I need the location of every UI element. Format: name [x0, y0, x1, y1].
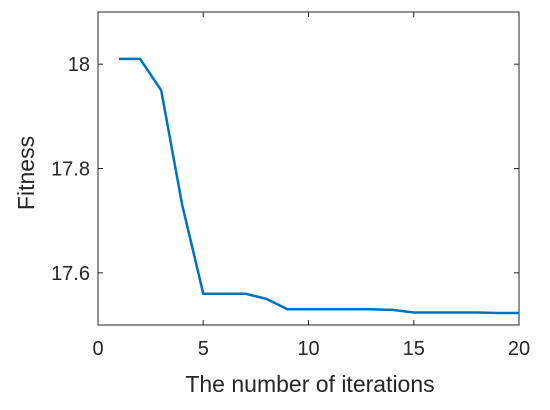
y-axis-label: Fitness — [13, 136, 39, 210]
y-tick-label: 17.6 — [51, 263, 90, 285]
axes-box — [97, 11, 520, 326]
series-line-0 — [119, 57, 519, 315]
y-tick-label: 17.8 — [51, 159, 90, 181]
x-tick-label: 10 — [297, 338, 319, 360]
x-tick-label: 5 — [198, 338, 209, 360]
x-ticks: 0 5 10 15 20 — [92, 12, 530, 360]
y-ticks: 17.6 17.8 18 — [51, 54, 519, 285]
x-tick-label: 20 — [508, 338, 530, 360]
x-tick-label: 15 — [403, 338, 425, 360]
x-axis-label: The number of iterations — [185, 371, 434, 397]
x-tick-label: 0 — [92, 338, 103, 360]
series-layer — [119, 57, 519, 315]
plot-area-frame — [97, 11, 520, 326]
y-tick-label: 18 — [68, 54, 90, 76]
